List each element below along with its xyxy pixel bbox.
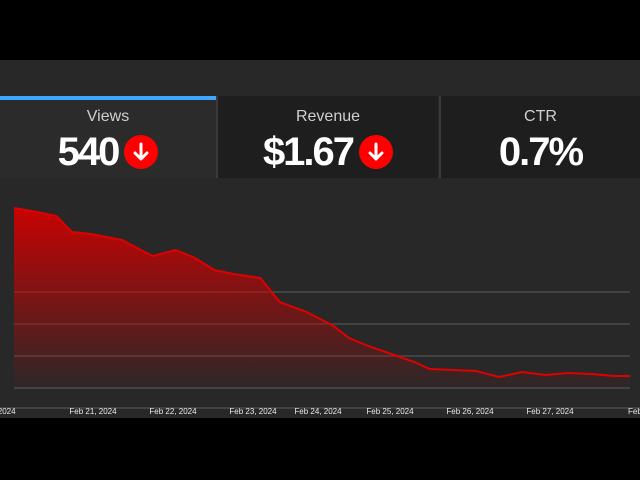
views-value: 540 bbox=[57, 130, 121, 174]
tab-revenue[interactable]: Revenue $1.67 bbox=[218, 96, 438, 178]
arrow-down-icon bbox=[359, 134, 394, 169]
views-label: Views bbox=[86, 108, 130, 125]
series-line bbox=[13, 207, 630, 379]
x-tick-label: Feb 22, 2024 bbox=[149, 407, 197, 416]
x-tick-label: Feb 28, 2024 bbox=[628, 407, 640, 416]
series-area bbox=[14, 208, 630, 388]
analytics-panel: Views 540 Revenue $1.67 CTR 0.7% bbox=[0, 60, 640, 418]
tab-views[interactable]: Views 540 bbox=[0, 96, 216, 178]
arrow-down-icon bbox=[124, 134, 159, 169]
metric-tabs: Views 540 Revenue $1.67 CTR 0.7% bbox=[0, 96, 640, 178]
x-tick-label: Feb 25, 2024 bbox=[366, 407, 414, 416]
x-tick-label: Feb 23, 2024 bbox=[229, 407, 277, 416]
tab-ctr[interactable]: CTR 0.7% bbox=[441, 96, 640, 178]
revenue-value: $1.67 bbox=[262, 130, 355, 174]
active-tab-indicator bbox=[0, 96, 216, 100]
ctr-label: CTR bbox=[524, 108, 557, 125]
revenue-label: Revenue bbox=[295, 108, 361, 125]
x-tick-label: Feb 21, 2024 bbox=[69, 407, 117, 416]
ctr-value: 0.7% bbox=[498, 130, 584, 174]
x-tick-label: Feb 20, 2024 bbox=[0, 407, 16, 416]
tab-divider bbox=[216, 96, 218, 178]
x-tick-label: Feb 24, 2024 bbox=[294, 407, 342, 416]
x-tick-label: Feb 26, 2024 bbox=[446, 407, 494, 416]
views-area-chart: Feb 20, 2024 Feb 21, 2024 Feb 22, 2024 Feb … bbox=[0, 207, 640, 416]
tab-divider bbox=[439, 96, 441, 178]
x-tick-label: Feb 27, 2024 bbox=[526, 407, 574, 416]
